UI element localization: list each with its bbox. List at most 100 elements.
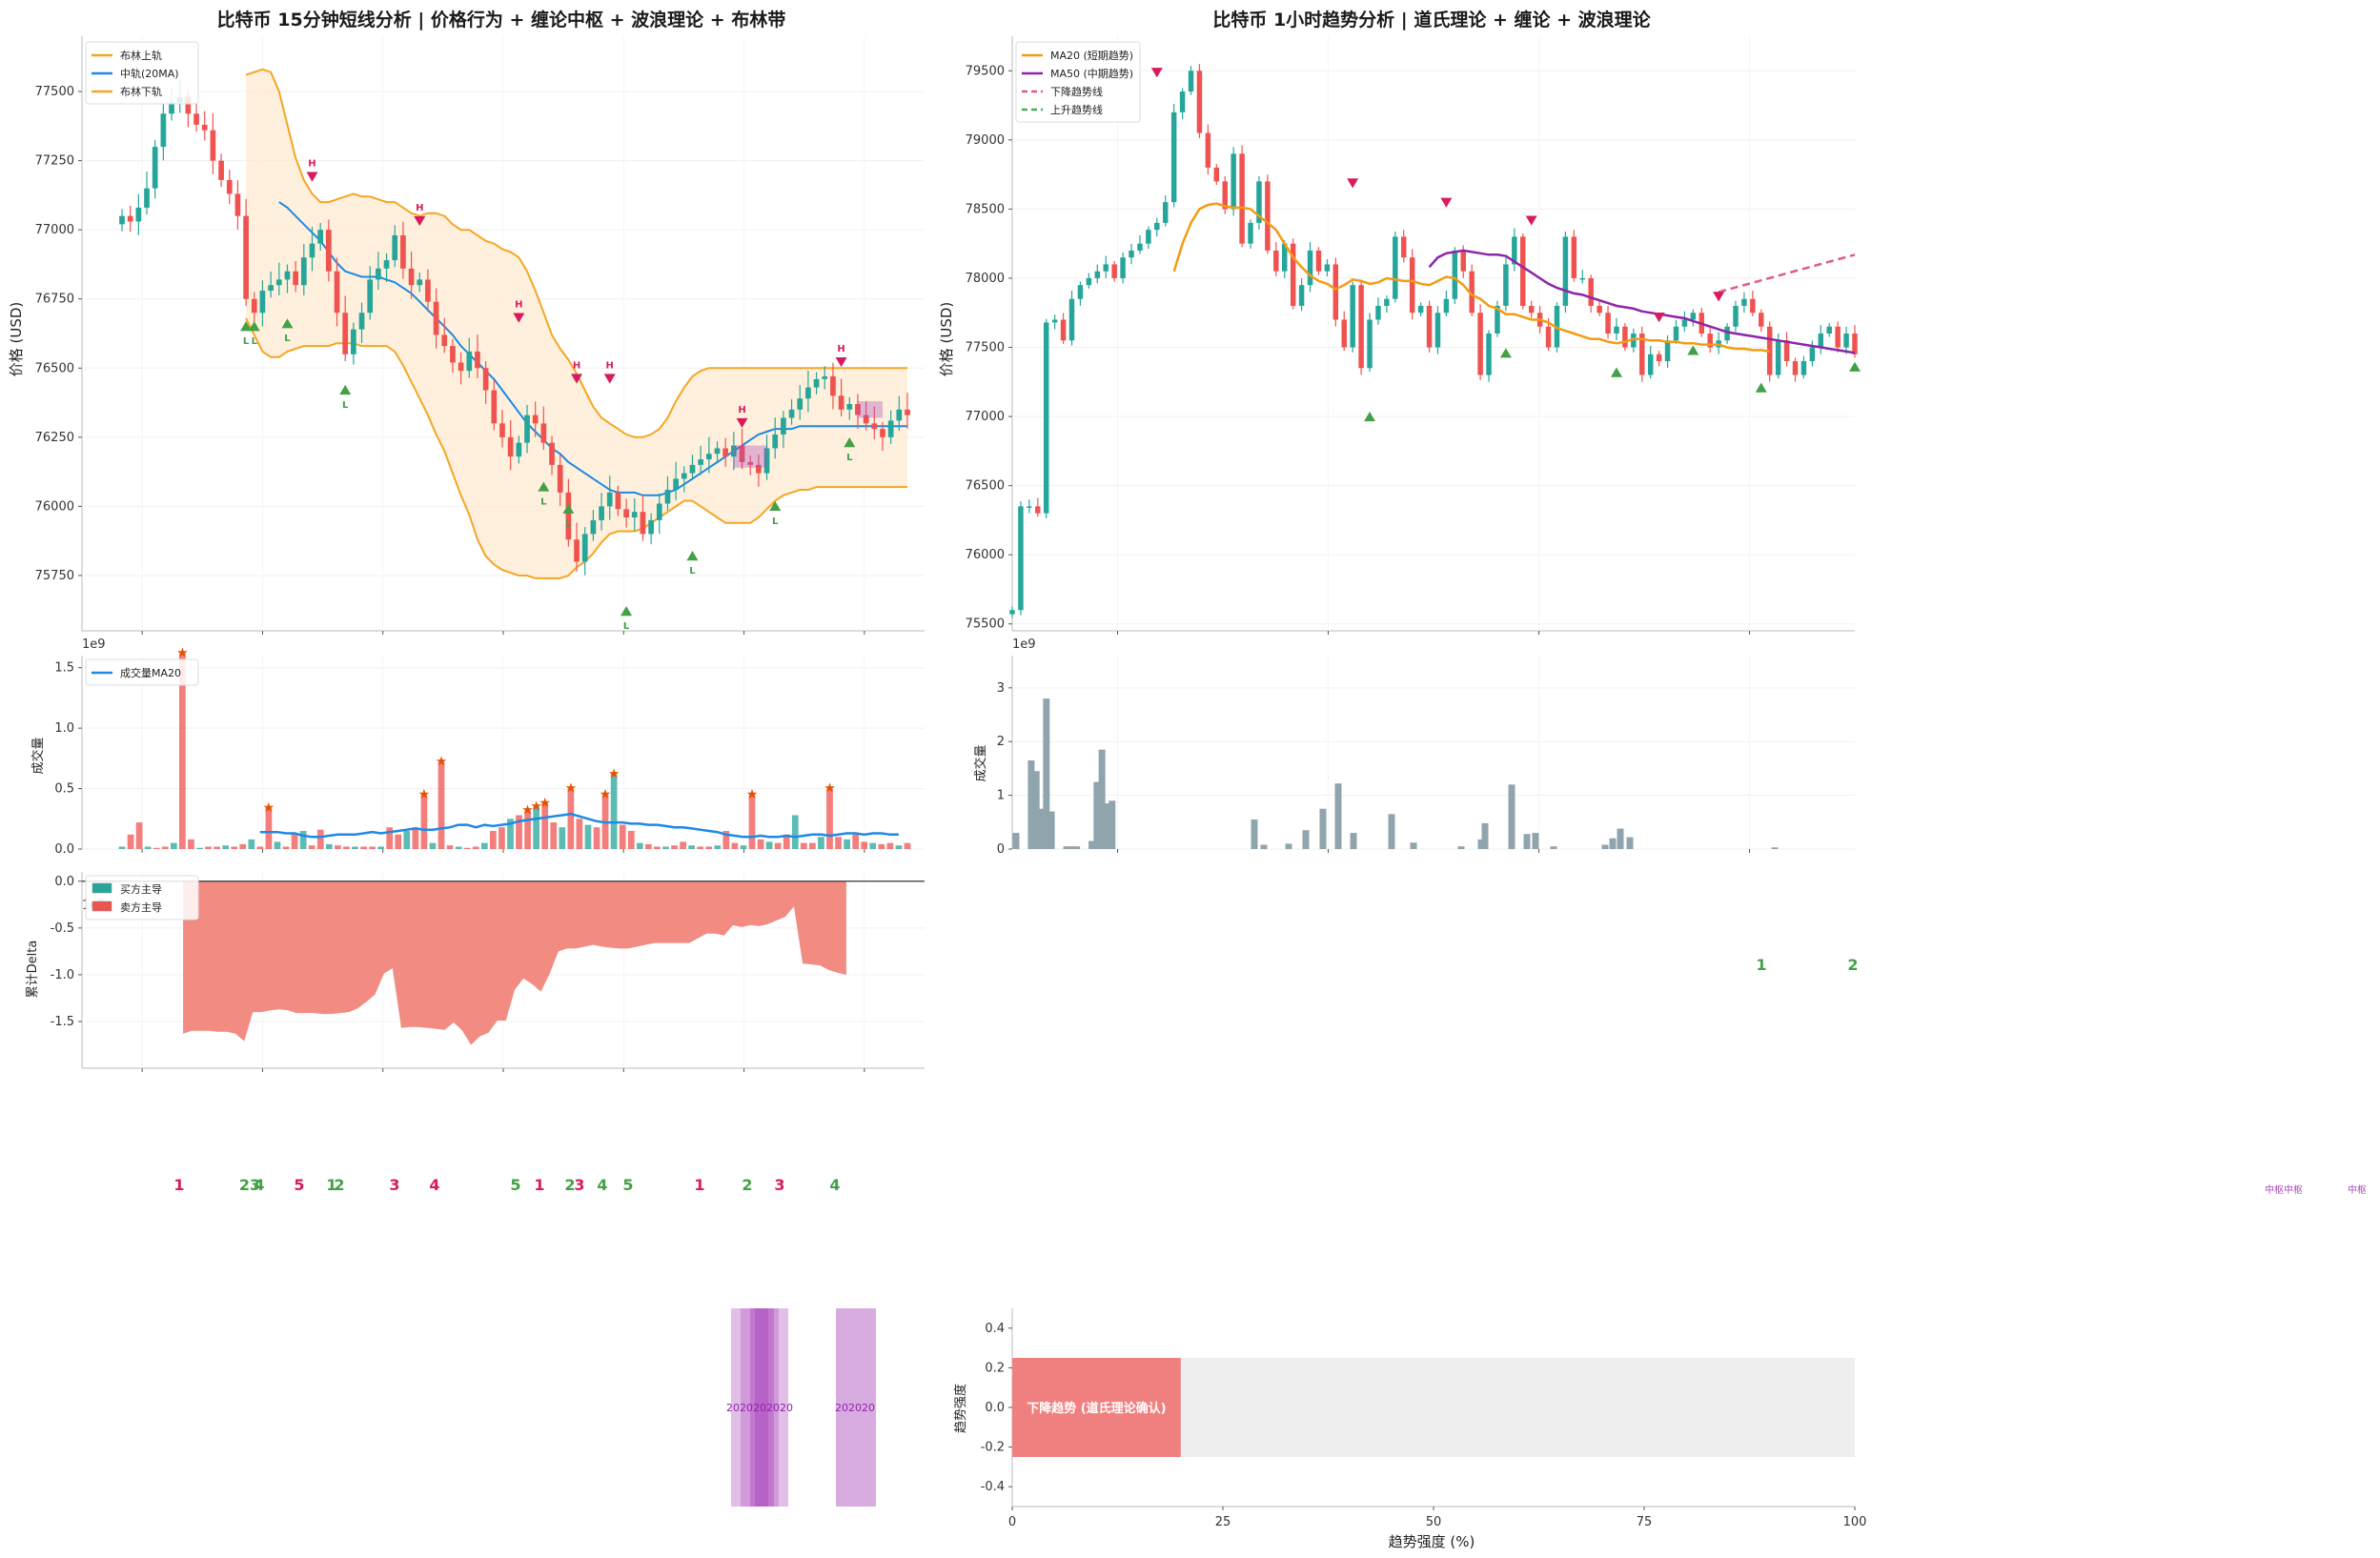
left-volume-bar-37: [437, 761, 445, 849]
right-volume-y-tick-label-2: 2: [997, 735, 1005, 749]
left-candle-61: [623, 509, 629, 518]
left-volume-bar-25: [335, 845, 341, 849]
left-candle-70: [698, 459, 704, 465]
right-candle-93: [1800, 361, 1807, 375]
right-volume-bar-extra-20: [1771, 847, 1779, 849]
down-trendline: [1718, 253, 1856, 293]
right-candle-55: [1477, 313, 1483, 375]
pivot-strip-0: [731, 1308, 788, 1507]
left-volume-bar-53: [576, 819, 583, 849]
left-volume-bar-72: [740, 845, 747, 849]
swing-low-label-0: L: [243, 336, 250, 347]
right-candle-13: [1120, 257, 1126, 278]
right-candle-61: [1528, 305, 1535, 314]
right-volume-bar-extra-6: [1350, 833, 1357, 849]
left-volume-legend-box: [85, 658, 199, 686]
pivot-text-b: 中枢: [2348, 1184, 2367, 1196]
left-candle-85: [822, 375, 828, 379]
right-candle-50: [1434, 313, 1441, 348]
right-price-ylabel: 价格 (USD): [938, 302, 955, 377]
left-delta-y-tick-label-2: -1.0: [51, 968, 74, 982]
right-wave-label-1: 2: [1847, 956, 1858, 974]
right-volume-bar-extra-5: [1334, 783, 1342, 849]
right-candle-73: [1631, 334, 1637, 348]
trend-x-tick-label-1: 25: [1215, 1515, 1231, 1529]
volume-spike-star-52: ★: [565, 781, 578, 797]
right-volume-bar-19: [1109, 800, 1116, 849]
left-volume-bar-39: [455, 846, 462, 849]
left-candle-90: [863, 415, 869, 424]
right-price-y-tick-label-3: 77000: [966, 410, 1005, 424]
right-volume-bar-extra-19: [1626, 837, 1634, 849]
right-swing-high-0: [1150, 68, 1163, 78]
right-volume-bar-extra-9: [1457, 846, 1465, 849]
left-volume-bar-86: [861, 841, 868, 849]
left-candle-56: [581, 534, 588, 562]
left-candle-83: [805, 387, 811, 399]
right-price-y-tick-label-7: 79000: [966, 133, 1005, 148]
swing-low-label-3: L: [342, 400, 349, 411]
left-volume-bar-76: [774, 842, 782, 849]
right-candle-21: [1188, 71, 1194, 92]
left-volume-bar-41: [472, 846, 479, 849]
swing-high-marker-6: [835, 356, 847, 368]
left-volume-y-tick-label-3: 1.5: [54, 661, 74, 676]
left-candle-89: [855, 404, 861, 415]
right-volume-bar-extra-16: [1601, 844, 1609, 849]
left-volume-bar-15: [248, 839, 255, 849]
right-volume-bar-12: [1073, 846, 1081, 849]
right-candle-22: [1196, 71, 1203, 133]
right-volume-bar-18: [1103, 803, 1110, 849]
right-candle-26: [1231, 153, 1236, 210]
right-candle-46: [1401, 236, 1407, 258]
left-candle-27: [342, 313, 349, 354]
swing-low-marker-6: [620, 606, 633, 617]
trend-x-tick-label-4: 100: [1843, 1515, 1867, 1529]
left-delta-legend-swatch-0: [92, 882, 112, 894]
right-candle-95: [1818, 334, 1824, 348]
right-volume-bar-4: [1032, 771, 1040, 849]
swing-low-marker-4: [538, 481, 550, 492]
left-candle-10: [201, 124, 208, 131]
left-candle-8: [185, 96, 192, 114]
swing-low-label-7: L: [689, 566, 696, 577]
left-price-legend-box: [85, 41, 199, 105]
left-volume-bar-87: [869, 842, 877, 849]
right-ma20-line: [1172, 202, 1770, 354]
left-candle-39: [441, 334, 448, 347]
right-candle-75: [1647, 354, 1654, 375]
left-volume-bar-10: [205, 846, 212, 849]
right-volume-bar-extra-12: [1508, 784, 1515, 849]
right-swing-high-5: [1713, 292, 1725, 302]
right-price-legend-label-2: 下降趋势线: [1050, 85, 1103, 98]
left-candle-78: [763, 448, 770, 474]
right-candle-30: [1265, 181, 1271, 251]
left-volume-bar-6: [170, 842, 177, 849]
right-price-legend-label-0: MA20 (短期趋势): [1050, 49, 1133, 62]
left-volume-exponent: 1e9: [82, 637, 106, 652]
left-volume-bar-66: [688, 845, 695, 849]
left-volume-bar-51: [559, 827, 566, 849]
left-volume-bar-80: [809, 842, 816, 849]
left-candle-76: [747, 461, 754, 465]
right-price-y-tick-label-0: 75500: [966, 617, 1005, 632]
right-candle-56: [1486, 334, 1492, 375]
right-volume-bar-extra-1: [1260, 844, 1268, 849]
right-candle-72: [1622, 326, 1628, 348]
wave-count-label-7: 4: [429, 1176, 439, 1194]
left-price-y-tick-label-4: 76750: [35, 293, 74, 307]
left-volume-bar-59: [627, 830, 635, 849]
left-volume-bar-40: [463, 847, 471, 849]
wave-count-label-13: 5: [622, 1176, 633, 1194]
left-candle-31: [376, 268, 381, 280]
right-candle-2: [1027, 506, 1032, 508]
left-volume-bar-32: [395, 834, 402, 849]
left-price-y-tick-label-3: 76500: [35, 361, 74, 375]
left-volume-bar-18: [274, 841, 281, 849]
wave-count-label-0: 1: [173, 1176, 184, 1194]
left-volume-bar-22: [308, 845, 315, 849]
right-candle-19: [1170, 111, 1177, 203]
trend-ylabel: 趋势强度: [953, 1384, 968, 1433]
right-candle-5: [1051, 319, 1058, 323]
right-volume-bar-extra-2: [1285, 843, 1292, 849]
